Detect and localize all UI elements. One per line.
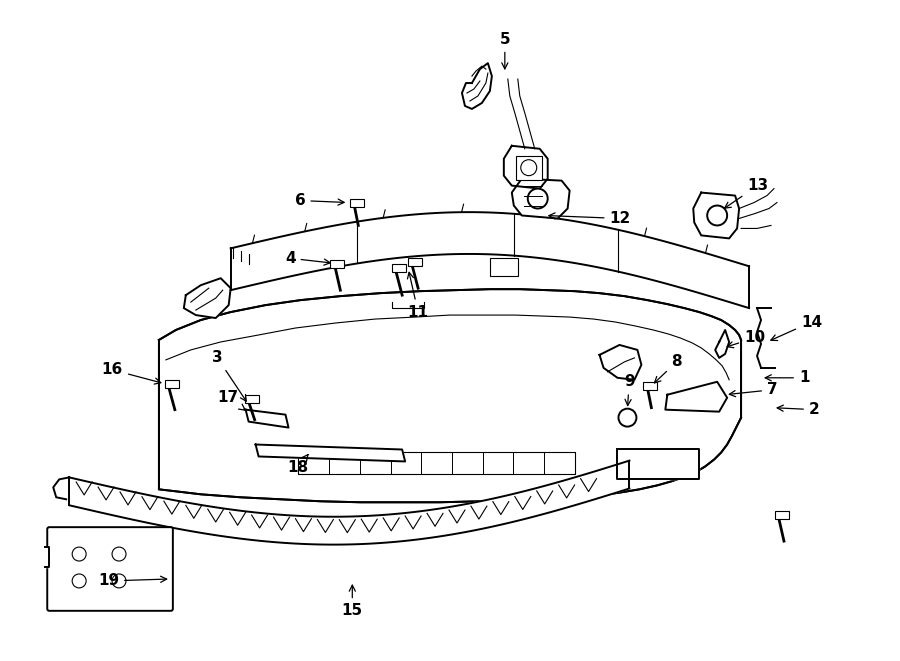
Bar (245, 395, 258, 403)
Polygon shape (69, 461, 629, 545)
Polygon shape (45, 547, 50, 567)
Text: 3: 3 (212, 350, 247, 401)
Circle shape (112, 547, 126, 561)
Polygon shape (512, 178, 570, 219)
Text: 8: 8 (654, 354, 682, 383)
Text: 12: 12 (549, 211, 631, 226)
Text: 16: 16 (102, 362, 161, 384)
Text: 4: 4 (285, 251, 330, 266)
Text: 7: 7 (729, 382, 778, 397)
Text: 6: 6 (294, 193, 344, 208)
Circle shape (527, 188, 548, 208)
Polygon shape (599, 345, 642, 380)
Text: 18: 18 (287, 455, 309, 475)
Bar (644, 382, 657, 390)
Polygon shape (246, 410, 289, 428)
Circle shape (618, 408, 636, 426)
FancyBboxPatch shape (47, 527, 173, 611)
Text: 11: 11 (408, 272, 428, 319)
Circle shape (72, 574, 86, 588)
Polygon shape (504, 146, 548, 188)
Polygon shape (230, 212, 749, 308)
Text: 15: 15 (342, 585, 363, 618)
Polygon shape (299, 453, 574, 475)
Polygon shape (617, 449, 699, 479)
Text: 13: 13 (724, 178, 769, 208)
Text: 10: 10 (727, 330, 765, 348)
Circle shape (72, 547, 86, 561)
Bar (392, 264, 406, 272)
Text: 14: 14 (770, 315, 822, 340)
Circle shape (521, 160, 536, 176)
Text: 17: 17 (218, 390, 245, 410)
Text: 9: 9 (624, 374, 634, 405)
Circle shape (707, 206, 727, 225)
Bar (330, 260, 345, 268)
Bar (350, 198, 365, 206)
Polygon shape (184, 278, 230, 318)
Bar (516, 156, 542, 180)
Polygon shape (462, 63, 492, 109)
Bar (775, 511, 789, 519)
Bar (165, 380, 179, 388)
Polygon shape (693, 192, 739, 239)
Text: 19: 19 (98, 574, 166, 588)
Polygon shape (665, 382, 727, 412)
Polygon shape (256, 444, 405, 461)
Circle shape (112, 574, 126, 588)
Polygon shape (159, 289, 741, 502)
Text: 5: 5 (500, 32, 510, 69)
Bar (490, 258, 518, 276)
Bar (408, 258, 422, 266)
Text: 1: 1 (765, 370, 809, 385)
Text: 2: 2 (778, 402, 820, 417)
